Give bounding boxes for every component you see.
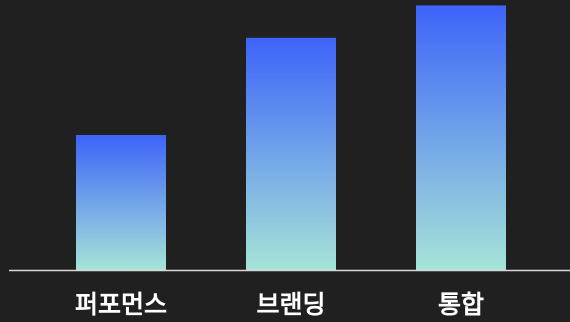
category-label: 브랜딩 [256,290,325,319]
category-labels: 퍼포먼스 브랜딩 통합 [75,290,484,319]
bars-group [76,5,506,271]
category-label: 통합 [438,290,484,319]
bar-3 [416,5,506,271]
bar-1 [76,135,166,270]
bar-2 [246,37,336,270]
category-label: 퍼포먼스 [75,290,167,319]
